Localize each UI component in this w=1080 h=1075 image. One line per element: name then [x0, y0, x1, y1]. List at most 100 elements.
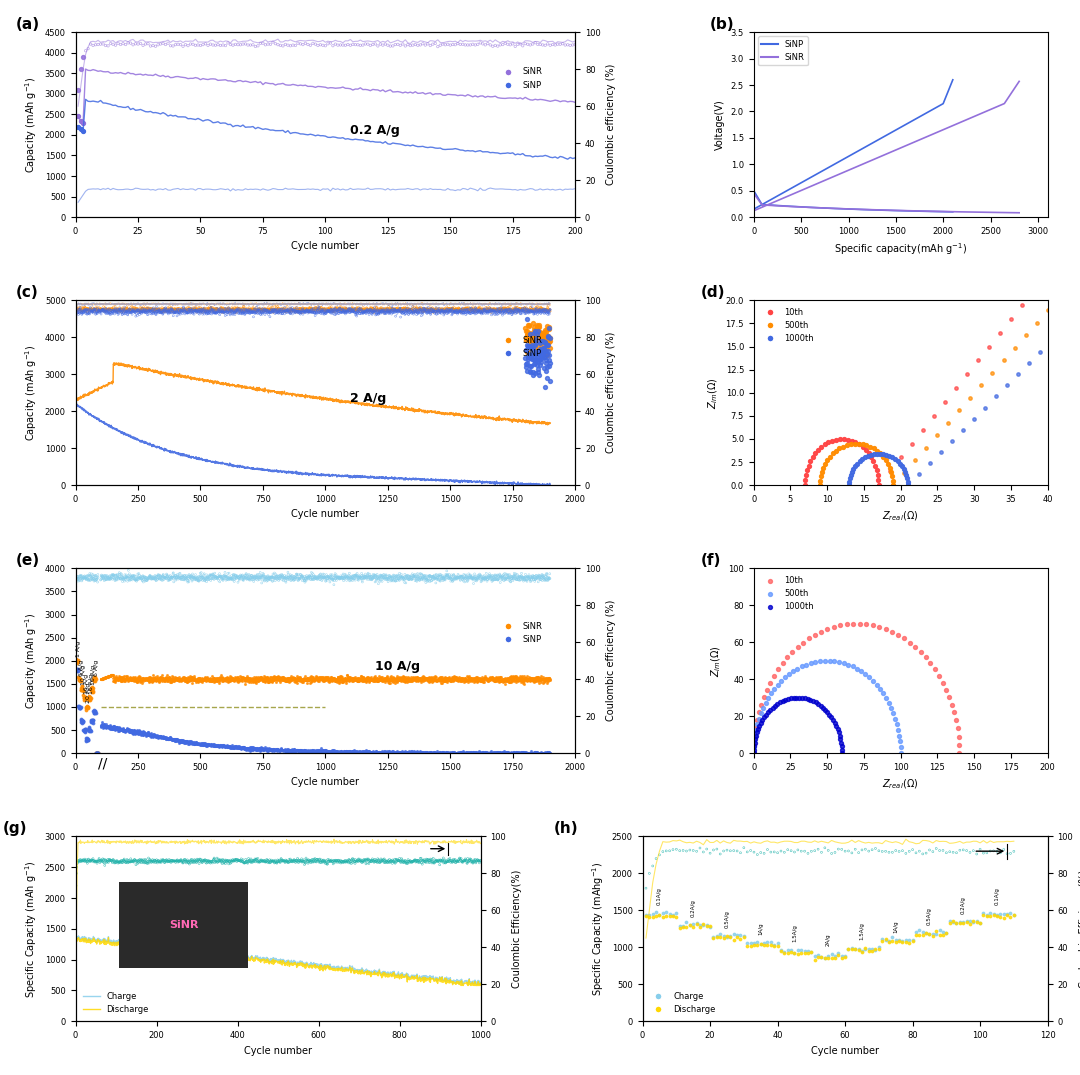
Point	[254, 304, 271, 321]
Point	[816, 435, 834, 453]
Point	[270, 303, 287, 320]
Point	[117, 670, 134, 687]
Point	[149, 571, 166, 588]
Point	[482, 670, 499, 687]
Point	[348, 852, 365, 870]
Point	[246, 568, 264, 585]
Point	[110, 569, 127, 586]
Point	[365, 570, 382, 587]
Point	[472, 744, 489, 761]
Point	[126, 299, 144, 316]
Point	[337, 305, 354, 322]
Point	[191, 670, 208, 687]
Point	[224, 303, 241, 320]
Point	[515, 569, 532, 586]
Point	[111, 567, 129, 584]
Point	[302, 568, 320, 585]
Text: 0.1A/g: 0.1A/g	[995, 888, 999, 905]
Point	[270, 671, 287, 688]
Point	[160, 730, 177, 747]
Point	[71, 301, 89, 318]
Point	[505, 669, 523, 686]
Point	[316, 570, 334, 587]
Point	[72, 679, 90, 697]
Point	[132, 851, 149, 869]
Point	[294, 569, 311, 586]
Point	[256, 572, 273, 589]
Point	[461, 300, 478, 317]
Point	[184, 571, 201, 588]
Point	[495, 671, 512, 688]
Point	[174, 571, 191, 588]
Point	[496, 300, 513, 317]
Point	[293, 302, 310, 319]
Point	[525, 301, 542, 318]
Point	[519, 35, 537, 53]
Point	[220, 673, 238, 690]
Point	[489, 745, 507, 762]
Point	[167, 671, 185, 688]
Point	[284, 671, 301, 688]
Point	[474, 744, 491, 761]
Point	[348, 671, 365, 688]
Point	[390, 567, 407, 584]
Point	[214, 737, 231, 755]
Point	[220, 739, 238, 756]
Point	[498, 671, 515, 688]
Point	[372, 573, 389, 590]
Point	[94, 717, 111, 734]
Point	[279, 743, 296, 760]
Point	[313, 743, 330, 760]
Point	[120, 722, 137, 740]
Point	[79, 732, 96, 749]
Point	[188, 303, 205, 320]
Point	[337, 303, 354, 320]
Point	[133, 851, 150, 869]
Point	[541, 354, 558, 371]
Point	[372, 303, 389, 320]
Point	[89, 299, 106, 316]
Point	[82, 301, 99, 318]
Point	[441, 744, 458, 761]
Point	[271, 567, 288, 584]
Point	[474, 744, 491, 761]
Point	[349, 571, 366, 588]
Point	[402, 671, 419, 688]
Point	[299, 302, 316, 319]
Point	[120, 301, 137, 318]
Point	[113, 720, 131, 737]
Point	[531, 302, 549, 319]
Point	[99, 302, 117, 319]
Point	[137, 727, 154, 744]
Point	[203, 672, 220, 689]
Point	[193, 568, 211, 585]
Point	[165, 852, 183, 870]
Point	[198, 669, 215, 686]
Point	[79, 301, 96, 318]
1000th	[761, 701, 779, 718]
Point	[393, 745, 410, 762]
Point	[175, 299, 192, 316]
Point	[438, 567, 456, 584]
Point	[256, 740, 273, 757]
Point	[396, 569, 414, 586]
Point	[769, 937, 786, 955]
Point	[238, 852, 255, 870]
Point	[353, 672, 370, 689]
Point	[144, 302, 161, 319]
Point	[191, 301, 208, 318]
Point	[319, 568, 336, 585]
Point	[400, 301, 417, 318]
Point	[437, 744, 455, 761]
Point	[487, 305, 504, 322]
1000th	[801, 691, 819, 708]
Point	[354, 743, 372, 760]
Point	[532, 301, 550, 318]
Point	[259, 670, 276, 687]
Point	[333, 742, 350, 759]
Point	[505, 567, 523, 584]
Point	[482, 743, 499, 760]
10th	[748, 712, 766, 729]
Point	[280, 37, 297, 54]
Point	[84, 303, 102, 320]
